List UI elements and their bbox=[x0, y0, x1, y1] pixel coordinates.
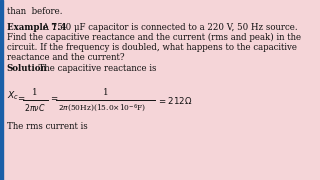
Text: $2\pi$(50Hz)(15.0$\times$10$^{-6}$F): $2\pi$(50Hz)(15.0$\times$10$^{-6}$F) bbox=[58, 102, 146, 114]
Text: Example 7.4: Example 7.4 bbox=[7, 23, 66, 32]
Text: =: = bbox=[18, 96, 25, 105]
Text: $2\pi\nu C$: $2\pi\nu C$ bbox=[24, 102, 46, 113]
Text: $= 212\Omega$: $= 212\Omega$ bbox=[157, 94, 193, 105]
Text: than  before.: than before. bbox=[7, 7, 62, 16]
Text: Find the capacitive reactance and the current (rms and peak) in the: Find the capacitive reactance and the cu… bbox=[7, 33, 301, 42]
Text: reactance and the current?: reactance and the current? bbox=[7, 53, 124, 62]
Text: 1: 1 bbox=[32, 88, 38, 97]
Text: A 15.0 μF capacitor is connected to a 220 V, 50 Hz source.: A 15.0 μF capacitor is connected to a 22… bbox=[40, 23, 298, 32]
Bar bbox=[0, 0, 3, 180]
Text: =: = bbox=[50, 96, 57, 105]
Text: The rms current is: The rms current is bbox=[7, 122, 87, 131]
Text: The capacitive reactance is: The capacitive reactance is bbox=[34, 64, 157, 73]
Text: $X_c$: $X_c$ bbox=[7, 90, 19, 102]
Text: circuit. If the frequency is doubled, what happens to the capacitive: circuit. If the frequency is doubled, wh… bbox=[7, 43, 297, 52]
Text: Solution: Solution bbox=[7, 64, 47, 73]
Text: 1: 1 bbox=[103, 88, 108, 97]
